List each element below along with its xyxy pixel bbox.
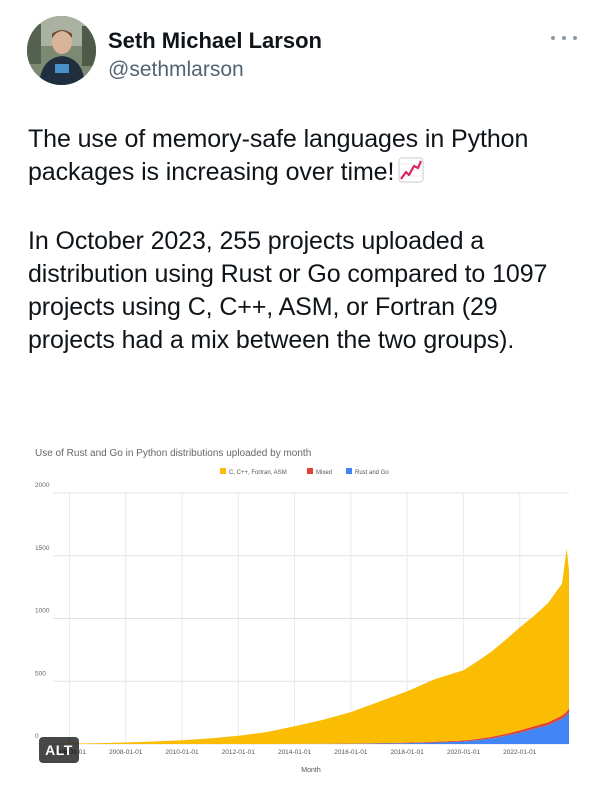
tweet-text: The use of memory-safe languages in Pyth… xyxy=(28,123,578,357)
legend-swatch xyxy=(220,468,226,474)
area-series-rust-and-go xyxy=(53,712,569,744)
chart-areas xyxy=(53,548,569,744)
avatar[interactable] xyxy=(27,16,96,85)
x-tick-label: 2012-01-01 xyxy=(222,749,256,756)
chart-image[interactable]: Use of Rust and Go in Python distributio… xyxy=(28,438,578,793)
legend-label: C, C++, Fortran, ASM xyxy=(229,470,287,476)
x-tick-label: 2018-01-01 xyxy=(391,749,425,756)
more-dot xyxy=(562,36,566,40)
y-tick-label: 0 xyxy=(35,733,39,740)
user-handle[interactable]: @sethmlarson xyxy=(108,58,244,81)
tweet-header: Seth Michael Larson @sethmlarson xyxy=(27,16,577,88)
chart-title: Use of Rust and Go in Python distributio… xyxy=(35,448,311,459)
tweet-paragraph-2: In October 2023, 255 projects uploaded a… xyxy=(28,227,548,354)
chart-legend: C, C++, Fortran, ASM Mixed Rust and Go xyxy=(220,468,389,476)
x-tick-label: 2022-01-01 xyxy=(503,749,537,756)
y-tick-label: 2000 xyxy=(35,482,50,489)
x-tick-label: 2020-01-01 xyxy=(447,749,481,756)
avatar-photo xyxy=(27,16,96,85)
legend-label: Mixed xyxy=(316,470,332,476)
x-axis: 2006-01-012008-01-012010-01-012012-01-01… xyxy=(53,749,537,756)
x-tick-label: 2008-01-01 xyxy=(109,749,143,756)
x-axis-label: Month xyxy=(301,767,321,774)
legend-swatch xyxy=(346,468,352,474)
tweet-paragraph-1: The use of memory-safe languages in Pyth… xyxy=(28,123,578,192)
legend-swatch xyxy=(307,468,313,474)
more-options-button[interactable] xyxy=(551,30,577,46)
chart-increasing-icon xyxy=(398,157,424,192)
tweet-paragraph-1-text: The use of memory-safe languages in Pyth… xyxy=(28,125,529,186)
area-series-c-c-fortran-asm xyxy=(53,548,569,744)
x-tick-label: 2016-01-01 xyxy=(334,749,368,756)
x-tick-label: 2014-01-01 xyxy=(278,749,312,756)
more-dot xyxy=(551,36,555,40)
area-chart: Use of Rust and Go in Python distributio… xyxy=(28,438,578,793)
alt-text-button[interactable]: ALT xyxy=(39,737,79,763)
y-tick-label: 1500 xyxy=(35,545,50,552)
y-tick-label: 1000 xyxy=(35,608,50,615)
y-axis: 0 500 1000 1500 2000 xyxy=(35,482,50,740)
display-name[interactable]: Seth Michael Larson xyxy=(108,28,322,53)
legend-label: Rust and Go xyxy=(355,470,389,476)
x-tick-label: 2010-01-01 xyxy=(165,749,199,756)
more-dot xyxy=(573,36,577,40)
y-tick-label: 500 xyxy=(35,670,46,677)
